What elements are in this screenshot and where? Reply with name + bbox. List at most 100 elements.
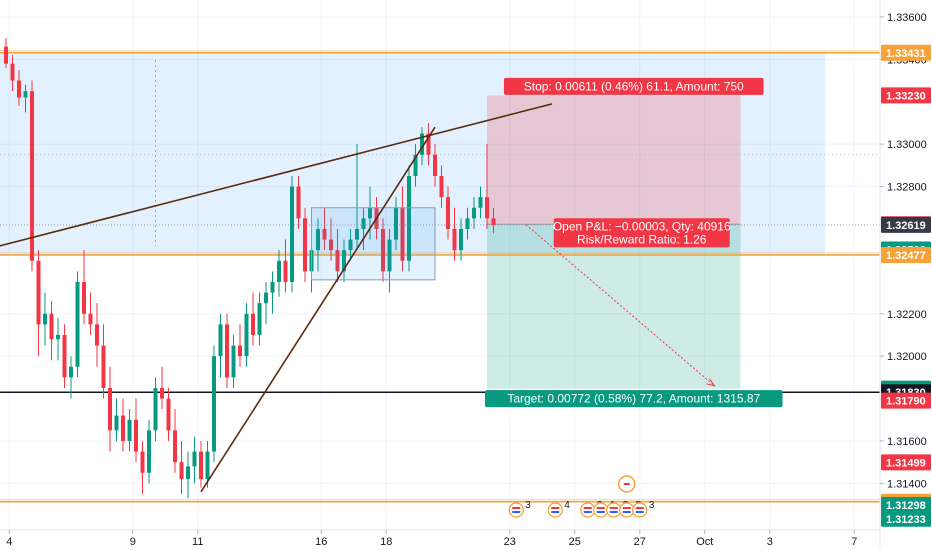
price-tag-text: 1.31298 [886, 500, 926, 512]
candle-body [56, 334, 60, 340]
candle-body [290, 186, 294, 282]
flag-stripe [583, 511, 592, 513]
candle-body [452, 228, 457, 251]
y-tick-label: 1.31600 [887, 436, 927, 448]
x-tick-label: 7 [851, 536, 857, 548]
candle-body [400, 207, 405, 261]
stop-zone[interactable] [487, 95, 741, 225]
price-tag[interactable]: 1.32619 [881, 216, 931, 233]
price-tag-bg [881, 87, 931, 104]
candle-body [296, 186, 301, 219]
price-tag[interactable]: 1.32477 [881, 247, 931, 264]
y-tick-label: 1.31400 [887, 478, 927, 490]
candle-body [199, 451, 203, 480]
price-tag[interactable]: 1.31233 [881, 510, 931, 527]
price-tag[interactable]: 1.31298 [881, 496, 931, 513]
candle-body [205, 451, 210, 480]
x-tick-label: 11 [192, 536, 203, 548]
candle-body [387, 239, 392, 272]
target-label: Target: 0.00772 (0.58%) 77.2, Amount: 13… [485, 390, 783, 408]
risk-reward-text: Risk/Reward Ratio: 1.26 [577, 232, 707, 246]
drawings[interactable] [0, 103, 716, 493]
event-count: 3 [525, 500, 531, 511]
candle-body [407, 175, 411, 261]
price-tag[interactable]: 1.31499 [881, 454, 931, 471]
flag-stripe [551, 511, 560, 513]
open-pnl-bg [553, 218, 730, 248]
candle-body [485, 197, 489, 219]
price-tag[interactable]: 1.33431 [881, 44, 931, 61]
candle-body [472, 207, 476, 219]
trendline[interactable] [0, 103, 553, 247]
target-label-bg [485, 390, 783, 408]
flag-stripe [512, 511, 521, 513]
price-tag[interactable]: 1.31790 [881, 392, 931, 409]
candle-body [75, 281, 80, 367]
price-tag-text: 1.32477 [886, 250, 926, 262]
trendline[interactable] [200, 126, 436, 493]
x-tick-label: 25 [569, 536, 581, 548]
candle-body [244, 313, 249, 357]
projection-arrow[interactable] [525, 224, 715, 387]
us-flag-icon [593, 502, 609, 518]
candle-body [394, 207, 398, 240]
event-badge[interactable]: 3 [508, 500, 531, 518]
flag-stripe [596, 507, 605, 509]
candle-body [49, 313, 54, 340]
candle-body [329, 239, 333, 251]
candle-body [30, 91, 34, 261]
stop-label-bg [503, 77, 764, 95]
us-flag-icon [606, 502, 622, 518]
flag-stripe [583, 507, 592, 509]
candles [4, 38, 496, 499]
flag-stripe [596, 511, 605, 513]
candle-body [192, 451, 197, 467]
position-labels: Stop: 0.00611 (0.46%) 61.1, Amount: 750 O… [485, 77, 783, 408]
candle-body [381, 228, 385, 272]
candle-body [43, 313, 47, 325]
candle-body [361, 218, 366, 229]
us-flag-icon [580, 502, 596, 518]
candle-body [127, 419, 132, 441]
candle-body [433, 154, 437, 176]
x-tick-label: 4 [6, 536, 12, 548]
x-tick-label: 3 [767, 536, 773, 548]
x-tick-label: Oct [696, 536, 713, 548]
candle-body [82, 281, 86, 314]
us-flag-icon [547, 502, 563, 518]
stop-label-text: Stop: 0.00611 (0.46%) 61.1, Amount: 750 [524, 79, 744, 93]
flag-stripe [609, 511, 618, 513]
candle-body [95, 324, 99, 346]
price-tag-text: 1.31233 [886, 514, 926, 526]
position-tool[interactable] [487, 95, 741, 389]
candle-body [446, 197, 450, 229]
price-tag[interactable]: 1.33230 [881, 87, 931, 104]
event-badge[interactable]: 4 [547, 500, 570, 518]
price-tag-text: 1.31499 [886, 457, 926, 469]
event-badges[interactable]: 3421253 [508, 475, 655, 518]
flag-stripe [635, 511, 644, 513]
price-tag-bg [881, 454, 931, 471]
candle-body [160, 387, 164, 399]
flag-stripe [551, 507, 560, 509]
consolidation-box[interactable] [311, 207, 436, 281]
price-tag-bg [881, 247, 931, 264]
stop-label: Stop: 0.00611 (0.46%) 61.1, Amount: 750 [503, 77, 764, 95]
projection-arrow-head [706, 378, 716, 387]
candle-body [147, 430, 151, 473]
time-axis[interactable]: 4 9 11 16 18 23 25 27 Oct 3 7 [0, 529, 932, 548]
target-zone[interactable] [487, 224, 741, 389]
target-label-text: Target: 0.00772 (0.58%) 77.2, Amount: 13… [507, 392, 760, 406]
price-axis[interactable]: 1.336001.334001.330001.328001.322001.320… [879, 0, 932, 550]
price-tag-bg [881, 496, 931, 513]
open-pnl-label: Open P&L: −0.00003, Qty: 40916Risk/Rewar… [553, 218, 731, 248]
candle-body [283, 260, 288, 282]
candle-body [231, 345, 236, 378]
candle-body [303, 218, 307, 272]
candle-body [413, 154, 418, 176]
candle-body [270, 281, 275, 293]
us-flag-icon [508, 502, 524, 518]
event-badge[interactable]: 3 [632, 500, 655, 518]
candle-body [264, 292, 268, 304]
